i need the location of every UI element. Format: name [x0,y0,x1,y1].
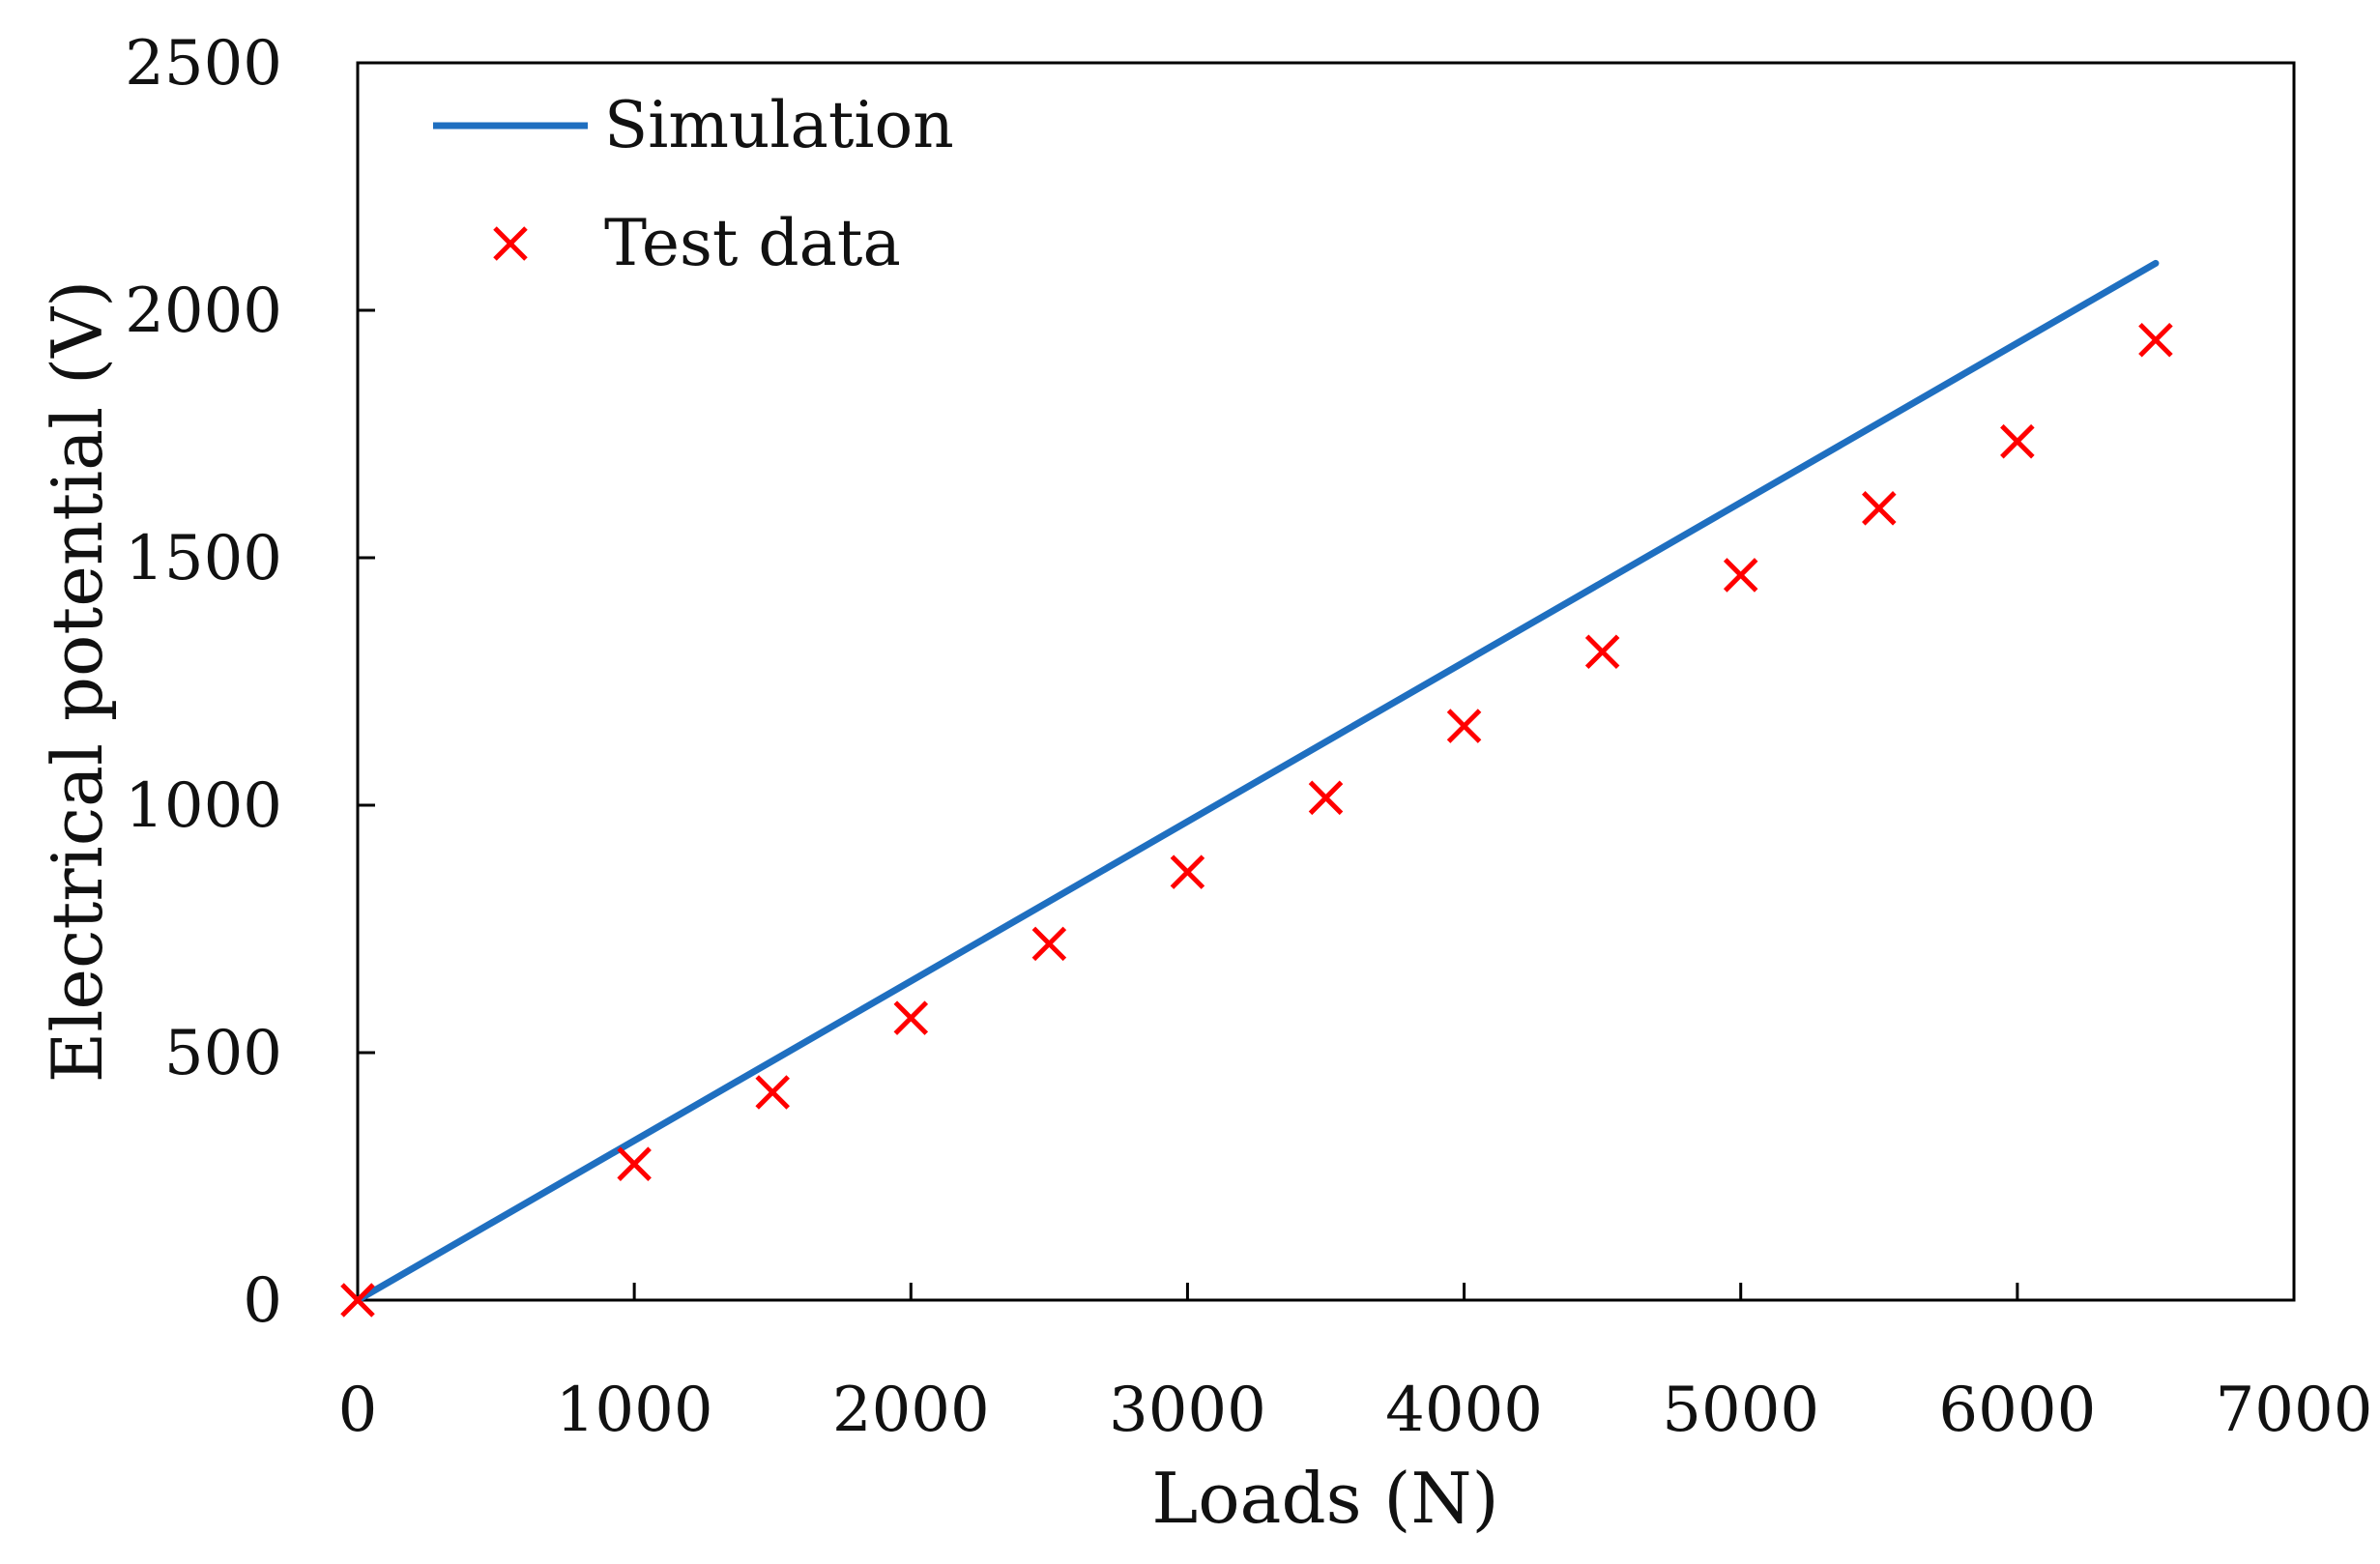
y-axis-title: Electrical potential (V) [37,280,118,1083]
test-data-point [1862,491,1897,526]
y-tick-label: 1000 [125,770,282,842]
legend-test-data-label: Test data [604,206,901,280]
x-tick-label: 4000 [1385,1375,1543,1446]
series-layer [340,259,2173,1318]
test-data-point [1446,709,1482,743]
test-data-point [2000,423,2035,459]
test-data-point [340,1283,375,1318]
test-data-point [1723,558,1758,593]
y-tick-label: 500 [164,1018,282,1089]
plot-frame [356,61,2296,1302]
y-tick-label: 2000 [125,275,282,347]
x-tick-label: 3000 [1109,1375,1266,1446]
x-axis-title: Loads (N) [1151,1458,1498,1539]
legend: Simulation Test data [433,88,954,280]
test-data-point [1170,854,1205,889]
test-data-point [1308,780,1344,816]
test-data-point [755,1075,790,1110]
test-data-point [617,1146,652,1181]
legend-simulation-label: Simulation [604,88,954,162]
test-data-point [1031,926,1067,962]
simulation-line [354,259,2160,1304]
test-data-point [1584,634,1620,670]
y-tick-label: 0 [243,1265,282,1337]
x-tick-label: 6000 [1938,1375,2096,1446]
x-tick-label: 0 [338,1375,378,1446]
x-tick-label: 7000 [2216,1375,2373,1446]
y-axis-ticks: 0 500 1000 1500 2000 2500 [125,28,375,1337]
x-tick-label: 1000 [556,1375,713,1446]
y-tick-label: 1500 [125,523,282,594]
legend-test-data-marker [493,226,528,261]
test-data-point [893,1000,929,1035]
x-tick-label: 5000 [1662,1375,1819,1446]
x-axis-ticks: 0 1000 2000 3000 4000 5000 6000 7000 [338,1283,2373,1446]
x-tick-label: 2000 [832,1375,990,1446]
test-data-point [2138,322,2173,358]
y-tick-label: 2500 [125,28,282,100]
